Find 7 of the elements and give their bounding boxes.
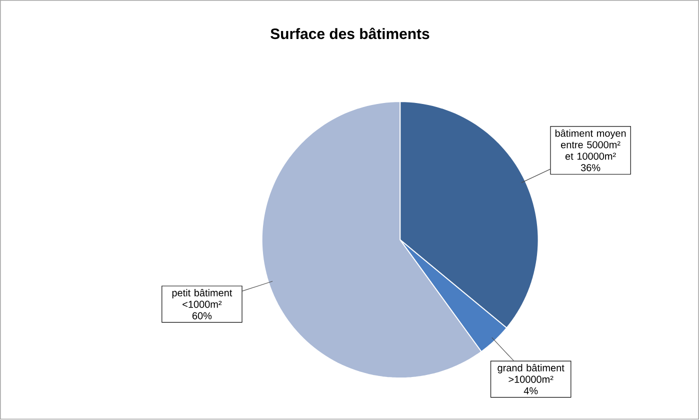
- slice-label: petit bâtiment <1000m²: [172, 289, 232, 308]
- chart-title: Surface des bâtiments: [270, 28, 430, 40]
- data-label: 60%: [192, 312, 212, 320]
- slice-label: grand bâtiment >10000m²: [498, 364, 564, 384]
- slice-label: bâtiment moyen entre 5000m² et 10000m²: [555, 130, 626, 160]
- data-label: 4%: [524, 388, 538, 395]
- data-label: 36%: [580, 164, 600, 172]
